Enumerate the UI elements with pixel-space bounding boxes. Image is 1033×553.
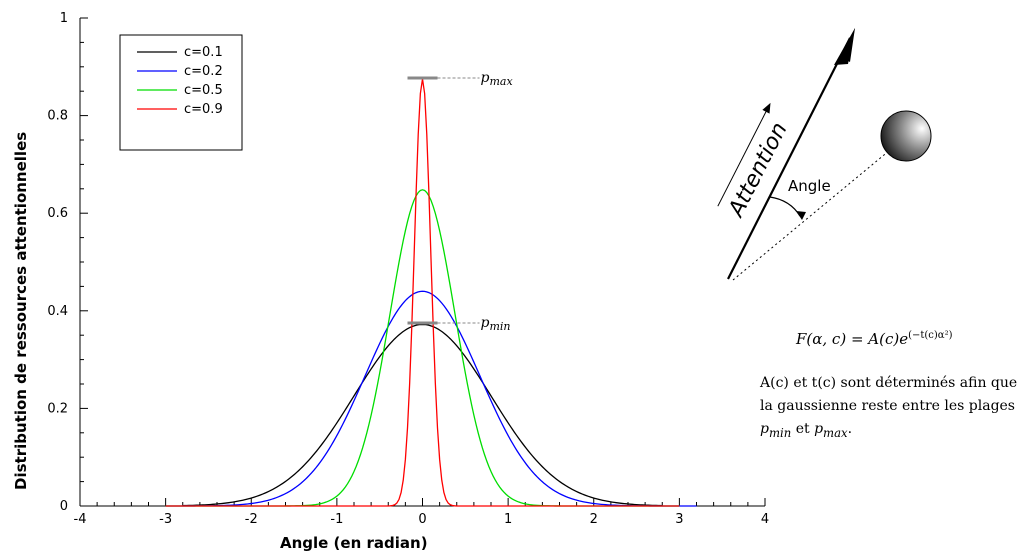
x-tick-label: 3 <box>675 512 683 527</box>
annotations: pmax pmin <box>407 70 514 333</box>
attention-diagram: Angle Attention <box>717 28 932 281</box>
formula-exponent: (−t(c)α²) <box>908 330 953 341</box>
angle-arc <box>769 196 801 217</box>
plot-area: -4 -3 -2 -1 0 1 2 3 4 0 0.2 0.4 0.6 0.8 1 pmax pmin <box>47 11 769 527</box>
note-pmax: p <box>814 421 824 437</box>
annotation-label-max: pmax <box>481 70 514 88</box>
attention-arrow <box>727 37 851 280</box>
series-line-c-0-2 <box>165 290 697 507</box>
attention-label-arrow <box>717 107 769 207</box>
x-tick-label: -4 <box>74 512 87 527</box>
series-line-c-0-9 <box>165 78 680 507</box>
y-axis-title: Distribution de ressources attentionnell… <box>12 132 30 490</box>
x-tick-label: -3 <box>159 512 172 527</box>
legend-box <box>119 34 243 151</box>
y-tick-label: 0.4 <box>47 304 68 319</box>
series-line-c-0-5 <box>165 189 680 507</box>
series-line-c-0-1 <box>182 323 663 507</box>
x-tick-label: 4 <box>761 512 769 527</box>
legend: c=0.1 c=0.2 c=0.5 c=0.9 <box>119 34 243 151</box>
y-tick-label: 0 <box>60 499 68 514</box>
y-tick-label: 1 <box>60 11 68 26</box>
formula: F(α, c) = A(c)e(−t(c)α²) <box>796 330 952 348</box>
x-tick-label: 2 <box>590 512 598 527</box>
series-lines <box>165 78 697 507</box>
y-tick-label: 0.6 <box>47 206 68 221</box>
note-end: . <box>847 421 853 437</box>
note-pmax-sub: max <box>823 425 848 440</box>
note-text-a: A(c) et t(c) sont déterminés afin que la… <box>760 375 1018 414</box>
x-tick-label: -2 <box>245 512 258 527</box>
gaze-dotted-line <box>732 149 891 281</box>
x-tick-label: -1 <box>330 512 343 527</box>
legend-label: c=0.2 <box>184 64 223 79</box>
y-tick-label: 0.2 <box>47 401 68 416</box>
y-tick-label: 0.8 <box>47 109 68 124</box>
annotation-label-min: pmin <box>481 315 511 333</box>
attention-arrowhead-fill <box>834 28 855 65</box>
target-sphere <box>880 110 932 162</box>
x-axis-title: Angle (en radian) <box>280 534 428 552</box>
legend-label: c=0.1 <box>184 45 223 60</box>
note-mid: et <box>791 421 815 437</box>
formula-lhs: F(α, c) = A(c)e <box>796 330 909 348</box>
note-pmin: p <box>760 421 769 437</box>
x-tick-label: 0 <box>418 512 426 527</box>
legend-label: c=0.9 <box>184 102 223 117</box>
angle-arc-head <box>796 211 806 220</box>
y-ticks: 0 0.2 0.4 0.6 0.8 1 <box>47 11 88 514</box>
angle-label: Angle <box>788 177 831 195</box>
x-tick-label: 1 <box>504 512 512 527</box>
attention-label-arrowhead <box>762 102 771 114</box>
note-text: A(c) et t(c) sont déterminés afin que la… <box>760 372 1030 445</box>
note-pmin-sub: min <box>768 425 792 440</box>
x-ticks: -4 -3 -2 -1 0 1 2 3 4 <box>74 498 769 527</box>
legend-label: c=0.5 <box>184 83 223 98</box>
